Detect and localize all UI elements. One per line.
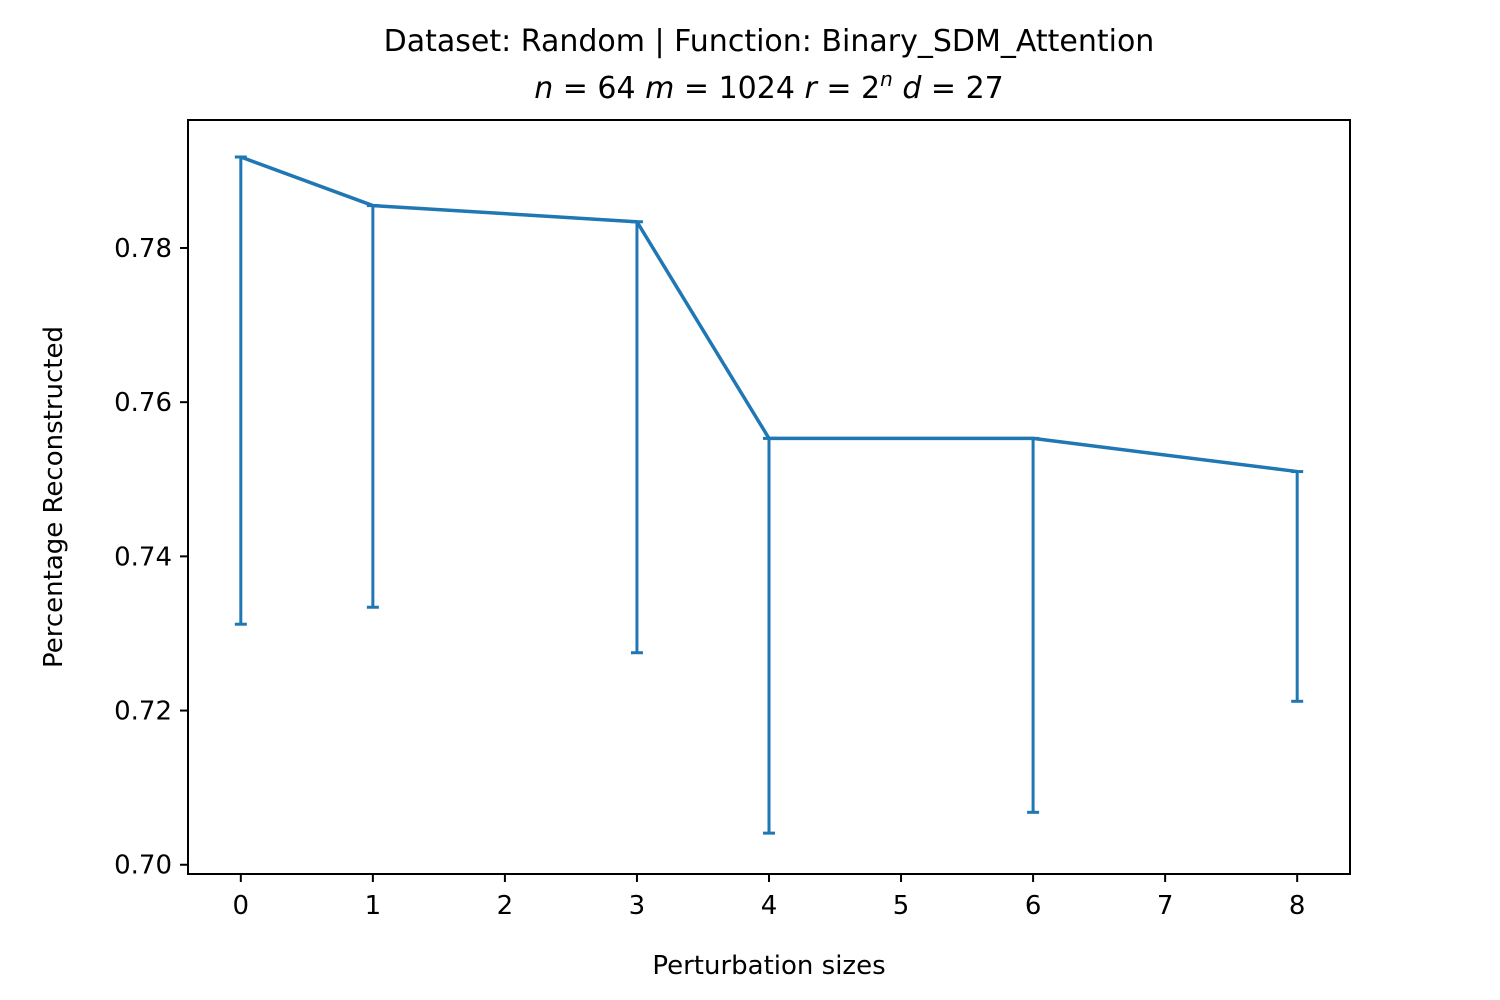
x-tick-label: 5: [893, 891, 910, 921]
subtitle-part: = 2: [817, 71, 880, 106]
x-tick-label: 2: [497, 891, 514, 921]
subtitle-part: = 27: [921, 71, 1003, 106]
subtitle-part: m: [645, 71, 674, 106]
chart-title: Dataset: Random | Function: Binary_SDM_A…: [384, 24, 1155, 59]
subtitle-part: = 64: [553, 71, 645, 106]
x-tick-label: 6: [1025, 891, 1042, 921]
x-tick-label: 7: [1157, 891, 1174, 921]
subtitle-part: [893, 71, 903, 106]
plot-area: [234, 155, 1304, 835]
x-tick-label: 0: [233, 891, 250, 921]
y-axis: 0.70 0.72 0.74 0.76 0.78: [114, 234, 188, 881]
x-tick-label: 3: [629, 891, 646, 921]
series-line: [240, 155, 1298, 474]
y-tick-label: 0.74: [114, 542, 172, 572]
y-tick-label: 0.76: [114, 388, 172, 418]
x-tick-label: 4: [761, 891, 778, 921]
y-axis-label: Percentage Reconstructed: [39, 326, 69, 668]
y-tick-label: 0.78: [114, 234, 172, 264]
x-axis: 0 1 2 3 4 5 6 7 8: [233, 874, 1306, 921]
y-tick-label: 0.70: [114, 851, 172, 881]
subtitle-part: d: [902, 71, 922, 106]
x-tick-label: 1: [365, 891, 382, 921]
subtitle-part: r: [804, 71, 818, 106]
x-axis-label: Perturbation sizes: [652, 951, 885, 981]
subtitle-part: = 1024: [674, 71, 804, 106]
chart-subtitle: n = 64 m = 1024 r = 2n d = 27: [534, 67, 1004, 106]
y-tick-label: 0.72: [114, 697, 172, 727]
x-tick-label: 8: [1289, 891, 1306, 921]
subtitle-part: n: [880, 67, 893, 91]
subtitle-part: n: [534, 71, 553, 106]
